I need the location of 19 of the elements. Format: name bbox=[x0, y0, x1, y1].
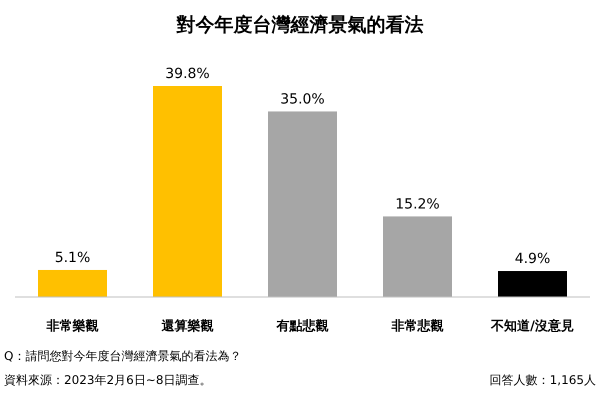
text: 回答人數：1,165人 bbox=[490, 373, 596, 387]
chart-title: 對今年度台灣經濟景氣的看法 bbox=[176, 14, 424, 36]
source-note: 資料來源：2023年2月6日~8日調查。 bbox=[4, 373, 212, 387]
bar bbox=[498, 271, 567, 297]
data-label: 35.0% bbox=[280, 91, 325, 108]
bar bbox=[383, 216, 452, 297]
x-tick-label: 非常悲觀 bbox=[390, 318, 444, 334]
bar bbox=[153, 86, 222, 297]
bar bbox=[268, 111, 337, 297]
data-label: 5.1% bbox=[54, 250, 90, 266]
bar bbox=[38, 270, 107, 297]
x-tick-label: 非常樂觀 bbox=[46, 318, 98, 334]
data-label: 15.2% bbox=[395, 196, 440, 212]
data-label: 4.9% bbox=[514, 251, 550, 268]
x-tick-label: 還算樂觀 bbox=[160, 318, 214, 334]
x-tick-label: 有點悲觀 bbox=[276, 318, 328, 334]
text: Q：請問您對今年度台灣經濟景氣的看法為？ bbox=[4, 349, 242, 363]
x-tick-label: 不知道/沒意見 bbox=[490, 318, 574, 334]
data-label: 39.8% bbox=[165, 66, 210, 82]
